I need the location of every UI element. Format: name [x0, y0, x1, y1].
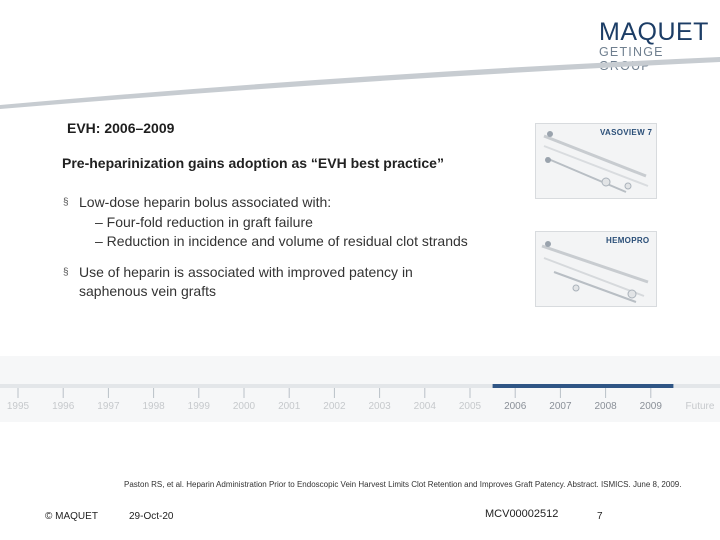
timeline-base-bar — [0, 384, 720, 388]
header-swoosh-divider — [0, 57, 720, 109]
bullet-text-line: Use of heparin is associated with improv… — [79, 263, 413, 280]
footer-document-code: MCV00002512 — [485, 508, 559, 520]
bullet-marker: § — [63, 197, 69, 208]
timeline-year-label: 2000 — [232, 401, 256, 412]
maquet-logo: MAQUET — [599, 18, 709, 46]
sub-bullet: – Reduction in incidence and volume of r… — [95, 233, 468, 249]
timeline-year-label: 2005 — [458, 401, 482, 412]
bullet-marker: § — [63, 266, 69, 278]
footer-date: 29-Oct-20 — [129, 511, 174, 522]
timeline-year-label: 2007 — [549, 401, 572, 412]
timeline-year-label: 1999 — [187, 401, 210, 412]
hemopro-label: HEMOPRO — [606, 236, 650, 245]
footer-page-number: 7 — [597, 511, 603, 522]
bullet-item-heparin-patency: § Use of heparin is associated with impr… — [63, 263, 523, 302]
vasoview-product-image: VASOVIEW 7 — [535, 123, 657, 199]
reference-citation: Paston RS, et al. Heparin Administration… — [124, 480, 682, 489]
timeline-year-label: 2004 — [413, 401, 436, 412]
bullet-item-heparin-bolus: § Low-dose heparin bolus associated with… — [63, 193, 523, 252]
vasoview-label: VASOVIEW 7 — [600, 128, 653, 137]
timeline-year-label: 2001 — [278, 401, 301, 412]
timeline-highlight-segment — [492, 384, 674, 388]
timeline-year-label: 2008 — [594, 401, 617, 412]
bullet-text-line: saphenous vein grafts — [79, 283, 216, 299]
timeline-year-label: 2009 — [639, 401, 662, 412]
timeline-year-label: 1996 — [52, 401, 75, 412]
timeline-year-label: 2006 — [504, 401, 527, 412]
footer-copyright: © MAQUET — [45, 511, 98, 522]
timeline-year-label: 2003 — [368, 401, 391, 412]
timeline-bar — [0, 356, 720, 422]
timeline-year-label: Future — [685, 401, 715, 412]
timeline-background — [0, 356, 720, 422]
hemopro-device-illustration — [541, 241, 649, 303]
slide-headline: Pre-heparinization gains adoption as “EV… — [62, 155, 444, 171]
timeline-year-label: 1998 — [142, 401, 165, 412]
timeline-year-label: 1995 — [6, 401, 30, 412]
vasoview-device-illustration — [543, 131, 649, 193]
bullet-text: Low-dose heparin bolus associated with: — [79, 194, 332, 210]
timeline-year-label: 1997 — [97, 401, 120, 412]
timeline-year-label: 2002 — [323, 401, 346, 412]
bullet-list: § Low-dose heparin bolus associated with… — [63, 193, 523, 302]
hemopro-product-image: HEMOPRO — [535, 231, 657, 307]
section-title: EVH: 2006–2009 — [67, 120, 175, 136]
sub-bullet: – Four-fold reduction in graft failure — [95, 213, 313, 230]
